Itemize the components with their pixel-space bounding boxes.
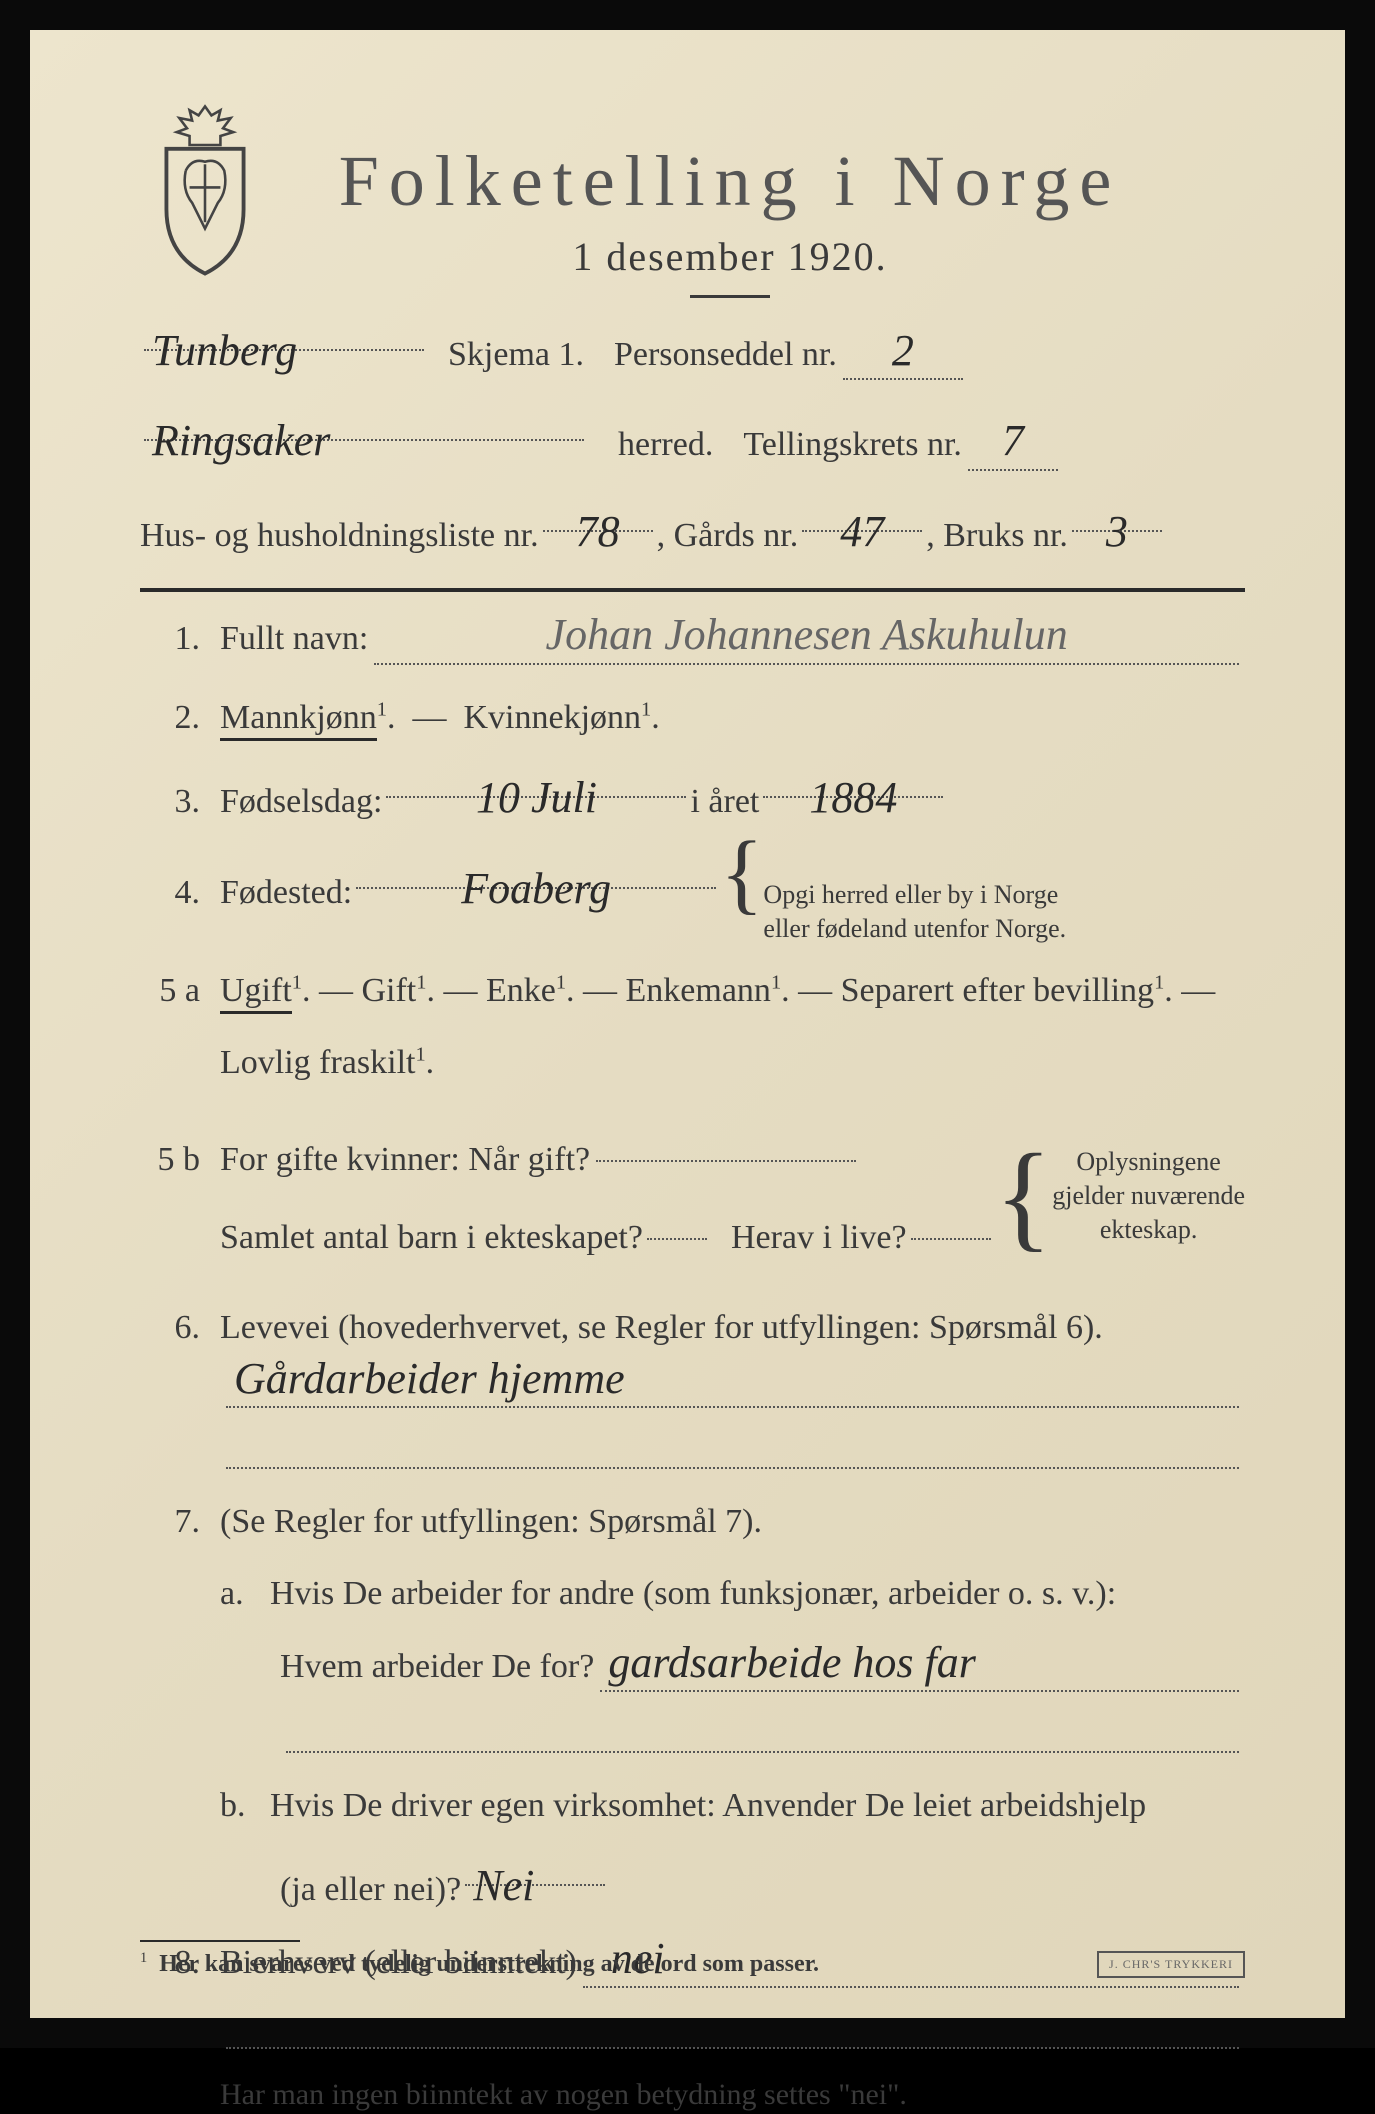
- q7-label: (Se Regler for utfyllingen: Spørsmål 7).: [220, 1495, 762, 1549]
- q4-note: Opgi herred eller by i Norge eller fødel…: [763, 878, 1066, 946]
- row-q4: 4. Fødested: Foaberg { Opgi herred eller…: [140, 847, 1245, 946]
- row-q5b: 5 b For gifte kvinner: Når gift? Samlet …: [140, 1109, 1245, 1283]
- q2-num: 2.: [140, 691, 200, 745]
- q3-day: 10 Juli: [468, 773, 605, 822]
- q1-label: Fullt navn:: [220, 612, 368, 666]
- q5a-lovlig: Lovlig fraskilt1.: [220, 1036, 434, 1090]
- census-form-page: Folketelling i Norge 1 desember 1920. Tu…: [0, 0, 1375, 2048]
- row-hus: Hus- og husholdningsliste nr. 78 , Gårds…: [140, 497, 1245, 563]
- row-q6-val: Gårdarbeider hjemme: [220, 1373, 1245, 1416]
- q1-num: 1.: [140, 612, 200, 666]
- row-q3: 3. Fødselsdag: 10 Juli i året 1884: [140, 763, 1245, 829]
- bruks-value: 3: [1098, 507, 1136, 556]
- q4-num: 4.: [140, 866, 200, 920]
- husliste-label: Hus- og husholdningsliste nr.: [140, 509, 539, 563]
- q6-num: 6.: [140, 1301, 200, 1355]
- q5a-options: Ugift1. — Gift1. — Enke1. — Enkemann1. —…: [220, 964, 1215, 1018]
- q3-year-label: i året: [690, 775, 759, 829]
- q7b-text: Hvis De driver egen virksomhet: Anvender…: [270, 1779, 1146, 1833]
- herred-label: herred.: [618, 418, 713, 472]
- q7b-value: Nei: [465, 1861, 542, 1910]
- gards-value: 47: [832, 507, 892, 556]
- row-herred: Ringsaker herred. Tellingskrets nr. 7: [140, 406, 1245, 478]
- header: Folketelling i Norge 1 desember 1920.: [140, 120, 1245, 298]
- q7-num: 7.: [140, 1495, 200, 1549]
- title-block: Folketelling i Norge 1 desember 1920.: [315, 120, 1245, 298]
- q4-label: Fødested:: [220, 866, 352, 920]
- q6-value: Gårdarbeider hjemme: [226, 1344, 633, 1414]
- row-q7: 7. (Se Regler for utfyllingen: Spørsmål …: [140, 1495, 1245, 1549]
- q3-label: Fødselsdag:: [220, 775, 382, 829]
- q7a-label: a.: [220, 1567, 270, 1621]
- row-q7a: a. Hvis De arbeider for andre (som funks…: [220, 1567, 1245, 1621]
- q7b-label: b.: [220, 1779, 270, 1833]
- coat-of-arms-icon: [140, 100, 270, 280]
- brace-icon-2: {: [995, 1160, 1053, 1232]
- row-q7a-blank: [280, 1718, 1245, 1761]
- q5b-note: Oplysningene gjelder nuværende ekteskap.: [1052, 1145, 1245, 1246]
- q5b-forgifte: For gifte kvinner: Når gift?: [220, 1133, 590, 1187]
- q7a-value: gardsarbeide hos far: [600, 1628, 984, 1698]
- bottom-note: Har man ingen biinntekt av nogen betydni…: [220, 2075, 1245, 2114]
- title-rule: [690, 295, 770, 298]
- divider-1: [140, 588, 1245, 592]
- tellingskrets-label: Tellingskrets nr.: [743, 418, 962, 472]
- husliste-value: 78: [568, 507, 628, 556]
- q5a-num: 5 a: [140, 964, 200, 1018]
- footnote-area: 1 Her kan svares ved tydelig understrekn…: [140, 1940, 1245, 1978]
- q7b-question: (ja eller nei)?: [280, 1863, 461, 1917]
- personseddel-label: Personseddel nr.: [614, 328, 837, 382]
- row-q7a-q: Hvem arbeider De for? gardsarbeide hos f…: [280, 1640, 1245, 1700]
- herred-handwritten: Ringsaker: [144, 416, 338, 465]
- q7a-text: Hvis De arbeider for andre (som funksjon…: [270, 1567, 1116, 1621]
- q5b-samlet: Samlet antal barn i ekteskapet?: [220, 1211, 643, 1265]
- q1-value: Johan Johannesen Askuhulun: [538, 600, 1076, 670]
- row-q7b: b. Hvis De driver egen virksomhet: Anven…: [220, 1779, 1245, 1833]
- row-q7b-q: (ja eller nei)? Nei: [280, 1851, 1245, 1917]
- q3-num: 3.: [140, 775, 200, 829]
- q7a-question: Hvem arbeider De for?: [280, 1640, 594, 1694]
- subtitle: 1 desember 1920.: [315, 233, 1145, 280]
- row-q5a: 5 a Ugift1. — Gift1. — Enke1. — Enkemann…: [140, 964, 1245, 1018]
- row-q6-blank: [220, 1434, 1245, 1477]
- skjema-label: Skjema 1.: [448, 328, 584, 382]
- footnote: 1 Her kan svares ved tydelig understrekn…: [140, 1950, 1245, 1978]
- row-q2: 2. Mannkjønn1. — Kvinnekjønn1.: [140, 691, 1245, 745]
- bruks-label: , Bruks nr.: [926, 509, 1068, 563]
- q4-value: Foaberg: [453, 864, 619, 913]
- brace-icon: {: [720, 847, 763, 901]
- row-q5a-cont: Lovlig fraskilt1.: [220, 1036, 1245, 1090]
- q3-year: 1884: [801, 773, 905, 822]
- q2-mann: Mannkjønn1. — Kvinnekjønn1.: [220, 691, 660, 745]
- printer-stamp: J. CHR'S TRYKKERI: [1097, 1951, 1245, 1978]
- main-title: Folketelling i Norge: [315, 140, 1145, 223]
- row-q8-blank: [220, 2014, 1245, 2057]
- district-handwritten: Tunberg: [144, 326, 305, 375]
- q5b-herav: Herav i live?: [731, 1211, 907, 1265]
- tellingskrets-value: 7: [994, 406, 1032, 476]
- q5b-num: 5 b: [140, 1133, 200, 1187]
- gards-label: , Gårds nr.: [657, 509, 799, 563]
- form-body: Tunberg Skjema 1. Personseddel nr. 2 Rin…: [140, 316, 1245, 2114]
- row-skjema: Tunberg Skjema 1. Personseddel nr. 2: [140, 316, 1245, 388]
- row-q1: 1. Fullt navn: Johan Johannesen Askuhulu…: [140, 612, 1245, 672]
- personseddel-value: 2: [884, 316, 922, 386]
- footnote-rule: [140, 1940, 300, 1942]
